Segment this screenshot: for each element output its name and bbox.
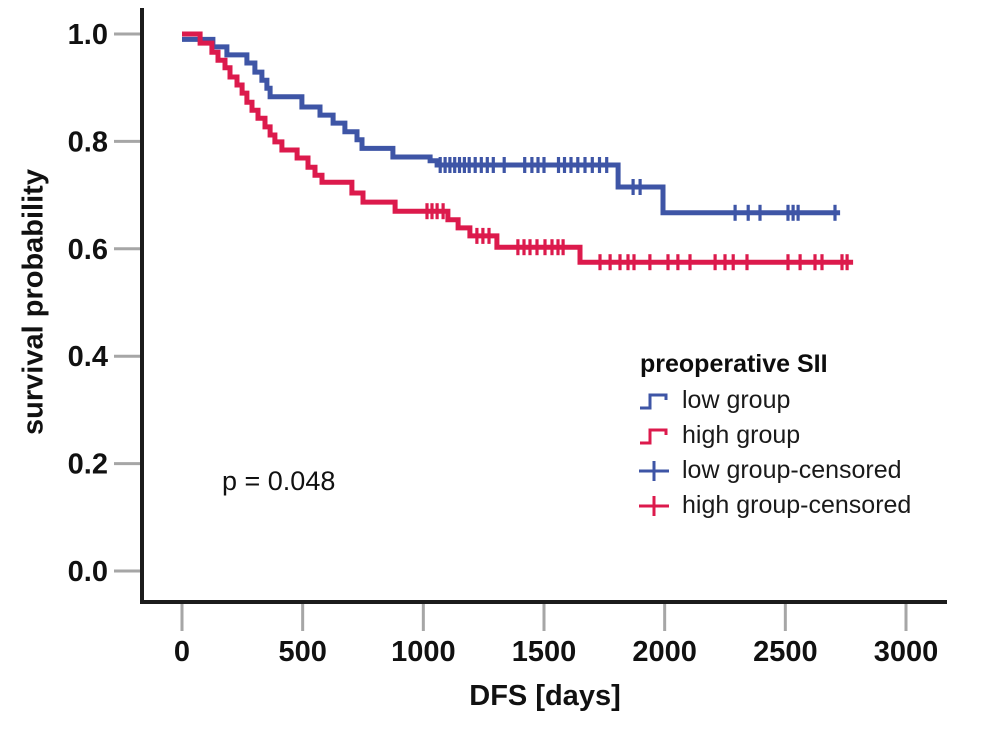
step-line-icon bbox=[640, 393, 668, 409]
x-tick-label: 0 bbox=[174, 636, 190, 668]
legend-entry-high-group-censored: high group-censored bbox=[636, 488, 911, 523]
legend-entry-label: high group bbox=[682, 421, 801, 449]
y-tick-label: 0.2 bbox=[68, 449, 108, 481]
x-tick-label: 3000 bbox=[874, 636, 939, 668]
plus-cross-icon bbox=[639, 460, 669, 481]
y-tick-label: 0.0 bbox=[68, 556, 108, 588]
survival-curve-high-group bbox=[182, 31, 854, 265]
legend-entry-low-group-censored: low group-censored bbox=[636, 453, 911, 488]
step-line-icon bbox=[640, 428, 668, 444]
legend-entry-low-group: low group bbox=[636, 383, 911, 418]
y-axis-label: survival probability bbox=[17, 169, 50, 435]
p-value-annotation: p = 0.048 bbox=[222, 466, 336, 496]
legend: preoperative SII low group high group lo… bbox=[636, 350, 911, 523]
y-tick-label: 1.0 bbox=[68, 19, 108, 51]
y-tick-label: 0.8 bbox=[68, 126, 108, 158]
legend-title: preoperative SII bbox=[640, 350, 828, 378]
legend-entry-label: high group-censored bbox=[682, 491, 912, 519]
x-tick-label: 1500 bbox=[512, 636, 577, 668]
x-axis-label: DFS [days] bbox=[469, 680, 621, 712]
plus-cross-icon bbox=[639, 495, 669, 516]
legend-entry-label: low group bbox=[682, 386, 791, 414]
x-tick-label: 500 bbox=[278, 636, 326, 668]
survival-curve-low-group bbox=[182, 36, 841, 216]
x-tick-label: 2500 bbox=[753, 636, 818, 668]
legend-entry-label: low group-censored bbox=[682, 456, 902, 484]
x-tick-label: 2000 bbox=[632, 636, 697, 668]
x-tick-label: 1000 bbox=[391, 636, 456, 668]
y-tick-label: 0.4 bbox=[68, 341, 108, 373]
y-tick-label: 0.6 bbox=[68, 234, 108, 266]
legend-entry-high-group: high group bbox=[636, 418, 911, 453]
